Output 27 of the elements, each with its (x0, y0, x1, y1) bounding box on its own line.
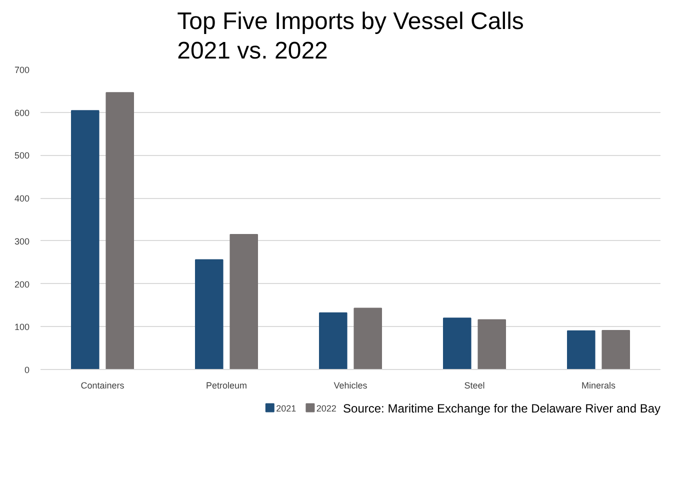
x-tick-label: Petroleum (206, 380, 248, 390)
bar (319, 312, 348, 370)
x-tick-label: Minerals (581, 380, 616, 390)
x-tick-label: Steel (464, 380, 485, 390)
chart-title: Top Five Imports by Vessel Calls 2021 vs. 2022 (177, 8, 524, 64)
bar (354, 308, 382, 370)
bar (602, 330, 630, 370)
legend-label: 2021 (276, 403, 296, 414)
x-tick-label: Vehicles (334, 380, 368, 390)
y-tick-label: 500 (14, 150, 30, 161)
bar (71, 110, 100, 370)
y-tick-label: 600 (14, 108, 30, 118)
y-tick-label: 200 (14, 279, 30, 290)
bar (106, 92, 134, 370)
y-tick-label: 0 (24, 365, 30, 375)
y-tick-label: 400 (14, 194, 30, 204)
bar (567, 330, 596, 370)
y-tick-label: 100 (14, 322, 30, 332)
y-tick-label: 700 (14, 65, 30, 75)
source-note: Source: Maritime Exchange for the Delaware River and Bay (343, 402, 661, 416)
bar (230, 234, 258, 370)
y-tick-label: 300 (14, 236, 30, 246)
bar (478, 319, 506, 370)
legend-label: 2022 (316, 403, 336, 414)
bar (195, 259, 224, 370)
x-tick-label: Containers (80, 380, 125, 390)
bar (443, 318, 472, 370)
